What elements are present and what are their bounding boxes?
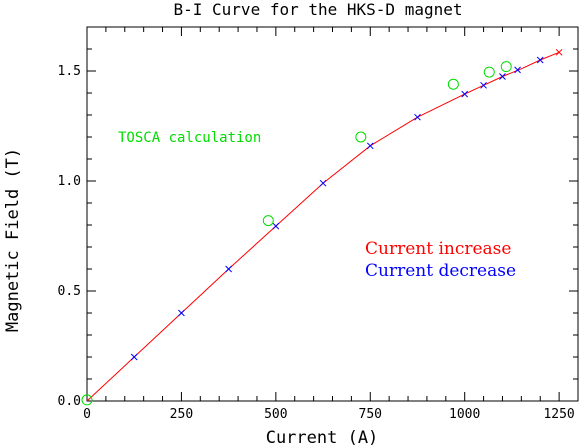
annotation-tosca: TOSCA calculation xyxy=(118,130,261,146)
x-tick-label: 750 xyxy=(359,407,382,422)
series-end-marker xyxy=(555,48,563,56)
annotation-current-increase: Current increase xyxy=(365,239,511,259)
x-tick-label: 0 xyxy=(83,407,91,422)
x-tick-label: 250 xyxy=(170,407,193,422)
point-tosca xyxy=(500,61,512,73)
point-current-decrease xyxy=(536,56,544,64)
point-tosca xyxy=(262,215,274,227)
series-line-current-increase xyxy=(86,51,560,402)
point-current-decrease xyxy=(130,353,138,361)
point-current-decrease xyxy=(225,265,232,273)
point-current-decrease xyxy=(514,66,521,74)
chart-title: B-I Curve for the HKS-D magnet xyxy=(174,0,463,19)
point-current-decrease xyxy=(366,142,374,150)
y-tick-label: 0.5 xyxy=(58,284,81,299)
x-axis-label: Current (A) xyxy=(266,428,379,448)
x-axis-ticks: 0 250 500 750 1000 1250 xyxy=(83,27,579,422)
x-tick-label: 1250 xyxy=(543,407,574,422)
y-tick-label: 1.0 xyxy=(58,174,81,189)
point-current-decrease xyxy=(480,81,487,89)
point-current-decrease xyxy=(499,73,506,80)
point-tosca xyxy=(483,66,495,78)
point-current-decrease xyxy=(461,90,469,98)
point-current-decrease xyxy=(272,222,280,230)
annotation-current-decrease: Current decrease xyxy=(365,261,516,281)
y-axis-label: Magnetic Field (T) xyxy=(3,148,23,332)
point-tosca xyxy=(81,394,93,406)
y-tick-label: 1.5 xyxy=(58,64,81,79)
point-current-decrease xyxy=(178,309,185,317)
plot-frame xyxy=(86,26,579,402)
x-tick-label: 500 xyxy=(264,407,287,422)
series-layer xyxy=(81,48,563,406)
point-current-decrease xyxy=(414,113,421,121)
y-tick-label: 0.0 xyxy=(58,394,81,409)
point-current-decrease xyxy=(319,179,327,187)
y-axis-ticks: 0.0 0.5 1.0 1.5 xyxy=(58,26,578,409)
plot-border xyxy=(86,26,579,402)
point-tosca xyxy=(355,131,367,143)
point-tosca xyxy=(447,78,459,90)
x-tick-label: 1000 xyxy=(449,407,480,422)
